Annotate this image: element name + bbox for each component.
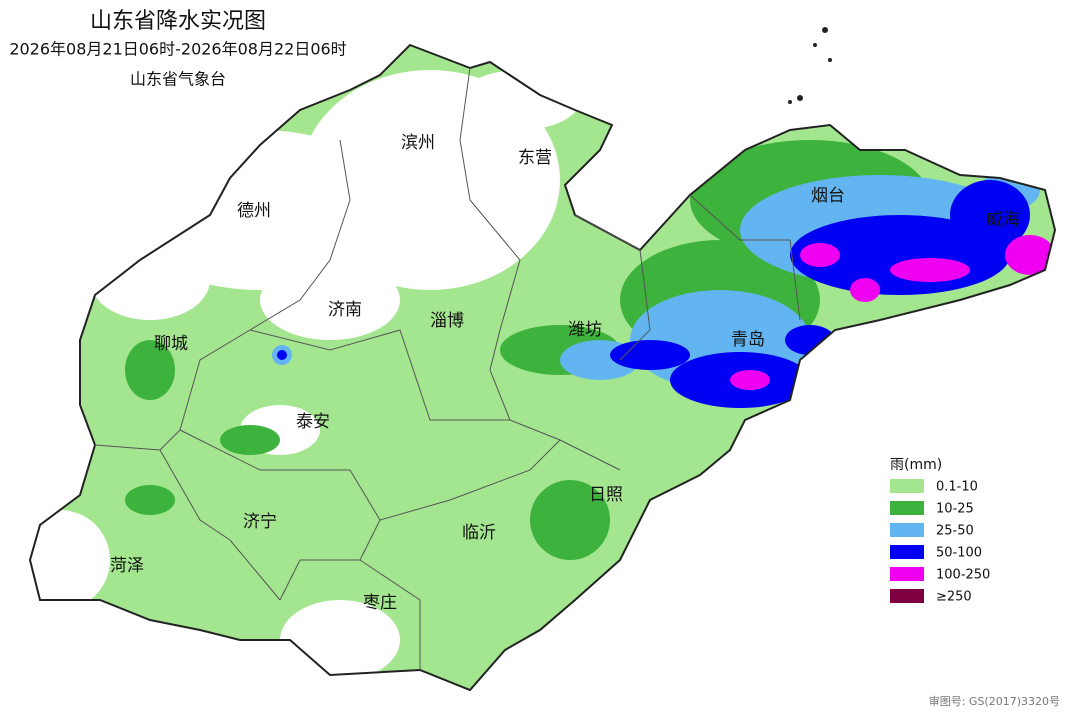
city-label: 聊城 bbox=[154, 334, 188, 354]
approval-number: 审图号: GS(2017)3320号 bbox=[929, 694, 1060, 708]
city-label: 东营 bbox=[518, 148, 552, 168]
legend-swatch bbox=[890, 545, 924, 559]
city-label: 青岛 bbox=[731, 330, 765, 350]
city-label: 济南 bbox=[328, 300, 362, 320]
city-label: 德州 bbox=[237, 201, 271, 221]
legend-swatch bbox=[890, 567, 924, 581]
legend: 雨(mm) 0.1-10 10-25 25-50 50-100 100-250 ≥250 bbox=[890, 457, 990, 605]
extreme-rain bbox=[730, 235, 1055, 390]
legend-label: 25-50 bbox=[936, 524, 974, 539]
city-label: 济宁 bbox=[243, 512, 277, 532]
islands bbox=[788, 27, 832, 104]
city-label: 滨州 bbox=[401, 133, 435, 153]
city-label: 日照 bbox=[589, 485, 623, 505]
legend-label: ≥250 bbox=[936, 590, 972, 605]
city-label: 临沂 bbox=[462, 523, 496, 543]
legend-label: 10-25 bbox=[936, 502, 974, 517]
legend-label: 0.1-10 bbox=[936, 480, 978, 495]
legend-title: 雨(mm) bbox=[890, 457, 942, 473]
city-label: 菏泽 bbox=[110, 556, 144, 576]
map-period: 2026年08月21日06时-2026年08月22日06时 bbox=[9, 40, 346, 59]
legend-label: 100-250 bbox=[936, 568, 990, 583]
city-label: 威海 bbox=[986, 210, 1020, 230]
legend-label: 50-100 bbox=[936, 546, 982, 561]
legend-swatch bbox=[890, 479, 924, 493]
legend-swatch bbox=[890, 501, 924, 515]
city-label: 潍坊 bbox=[568, 320, 602, 340]
city-label: 淄博 bbox=[430, 311, 464, 331]
map-title: 山东省降水实况图 bbox=[90, 9, 266, 34]
legend-swatch bbox=[890, 523, 924, 537]
city-label: 泰安 bbox=[296, 412, 330, 432]
province-border bbox=[28, 43, 1057, 692]
map-issuer: 山东省气象台 bbox=[130, 70, 226, 89]
city-borders bbox=[94, 67, 801, 670]
legend-swatch bbox=[890, 589, 924, 603]
city-label: 枣庄 bbox=[363, 593, 397, 613]
city-label: 烟台 bbox=[811, 186, 845, 206]
